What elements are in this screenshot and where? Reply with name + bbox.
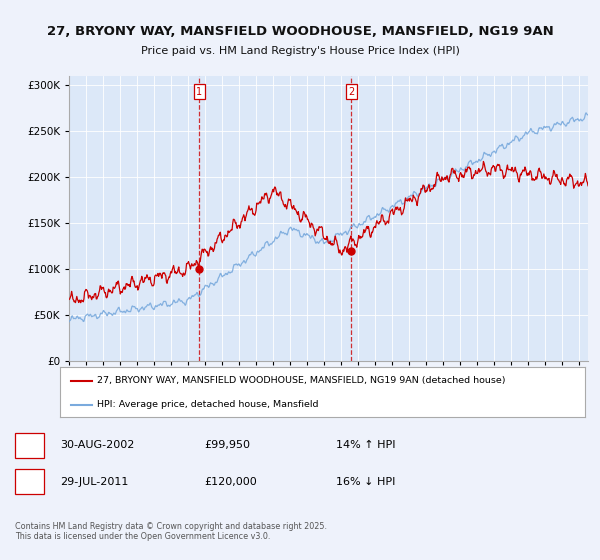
- Text: Price paid vs. HM Land Registry's House Price Index (HPI): Price paid vs. HM Land Registry's House …: [140, 46, 460, 56]
- Text: 27, BRYONY WAY, MANSFIELD WOODHOUSE, MANSFIELD, NG19 9AN (detached house): 27, BRYONY WAY, MANSFIELD WOODHOUSE, MAN…: [97, 376, 505, 385]
- Text: £120,000: £120,000: [204, 477, 257, 487]
- Text: £99,950: £99,950: [204, 440, 250, 450]
- Text: 1: 1: [26, 440, 33, 450]
- Text: 30-AUG-2002: 30-AUG-2002: [60, 440, 134, 450]
- Text: 29-JUL-2011: 29-JUL-2011: [60, 477, 128, 487]
- Text: 2: 2: [26, 477, 33, 487]
- Text: 1: 1: [196, 87, 202, 97]
- Text: 2: 2: [348, 87, 354, 97]
- Text: 14% ↑ HPI: 14% ↑ HPI: [336, 440, 395, 450]
- Text: HPI: Average price, detached house, Mansfield: HPI: Average price, detached house, Mans…: [97, 400, 318, 409]
- Text: 16% ↓ HPI: 16% ↓ HPI: [336, 477, 395, 487]
- Text: 27, BRYONY WAY, MANSFIELD WOODHOUSE, MANSFIELD, NG19 9AN: 27, BRYONY WAY, MANSFIELD WOODHOUSE, MAN…: [47, 25, 553, 38]
- Text: Contains HM Land Registry data © Crown copyright and database right 2025.
This d: Contains HM Land Registry data © Crown c…: [15, 522, 327, 542]
